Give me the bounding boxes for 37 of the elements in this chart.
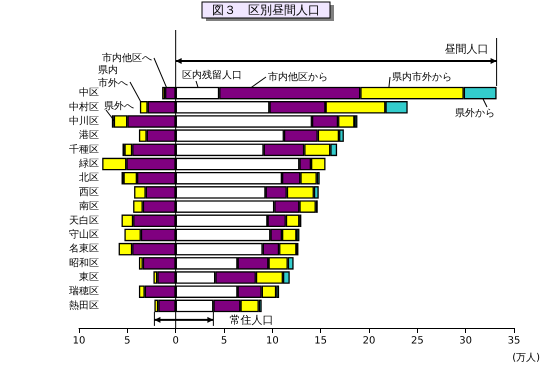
y-tick-label: 瑞穂区 bbox=[69, 285, 99, 298]
x-tick-label: 5 bbox=[220, 336, 228, 346]
x-tick-label: 15 bbox=[314, 336, 328, 346]
x-tick-label: 10 bbox=[266, 336, 279, 346]
y-tick-label: 中川区 bbox=[69, 114, 99, 127]
text: 常住人口 bbox=[229, 313, 274, 326]
y-tick-label: 西区 bbox=[79, 186, 99, 198]
x-tick-label: 5 bbox=[124, 336, 131, 346]
series-label: 県内市外から bbox=[392, 71, 452, 83]
legend-label: 県外から bbox=[455, 108, 495, 119]
series-label: 市内他区から bbox=[268, 71, 328, 83]
y-tick-label: 天白区 bbox=[69, 214, 99, 226]
y-tick-label: 守山区 bbox=[69, 228, 99, 240]
legend-label: 区内残留人口 bbox=[182, 69, 242, 81]
y-tick-label: 熱田区 bbox=[69, 299, 99, 312]
y-tick-label: 中区 bbox=[79, 86, 99, 99]
text: 市内他区へ bbox=[102, 52, 152, 64]
y-tick-label: 千種区 bbox=[69, 143, 99, 156]
y-tick-label: 東区 bbox=[79, 271, 99, 284]
y-tick-label: 昭和区 bbox=[69, 256, 99, 269]
series-label: 県内市外へ bbox=[98, 64, 128, 89]
y-tick-label: 名東区 bbox=[69, 242, 99, 255]
x-tick-label: 25 bbox=[410, 336, 424, 346]
y-tick-label: 港区 bbox=[79, 129, 99, 142]
series-label: 県外へ bbox=[104, 101, 134, 112]
x-axis-title: (万人) bbox=[512, 352, 540, 364]
y-tick-label: 緑区 bbox=[78, 158, 99, 170]
y-tick-label: 中村区 bbox=[69, 100, 99, 113]
x-tick-label: 35 bbox=[508, 336, 520, 346]
text: 昼間人口 bbox=[444, 42, 489, 56]
x-tick-label: 30 bbox=[459, 336, 472, 346]
y-tick-label: 南区 bbox=[79, 200, 99, 212]
chart-title: 図３ 区別昼間人口 bbox=[212, 3, 320, 17]
x-tick-label: 20 bbox=[362, 336, 376, 346]
x-tick-label: 0 bbox=[172, 336, 179, 346]
x-tick-label: 10 bbox=[72, 336, 86, 346]
y-tick-label: 北区 bbox=[79, 172, 99, 184]
